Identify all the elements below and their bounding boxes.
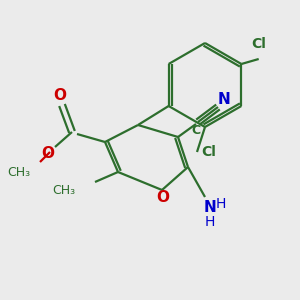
Text: Cl: Cl — [202, 145, 216, 159]
Text: Cl: Cl — [251, 37, 266, 51]
Text: CH₃: CH₃ — [7, 166, 30, 178]
Text: C: C — [191, 124, 201, 136]
Text: H: H — [205, 215, 215, 229]
Text: O: O — [53, 88, 67, 103]
Text: O: O — [41, 146, 55, 160]
Text: CH₃: CH₃ — [52, 184, 75, 196]
Text: O: O — [157, 190, 169, 206]
Text: H: H — [216, 197, 226, 211]
Text: N: N — [218, 92, 230, 106]
Text: N: N — [204, 200, 216, 214]
